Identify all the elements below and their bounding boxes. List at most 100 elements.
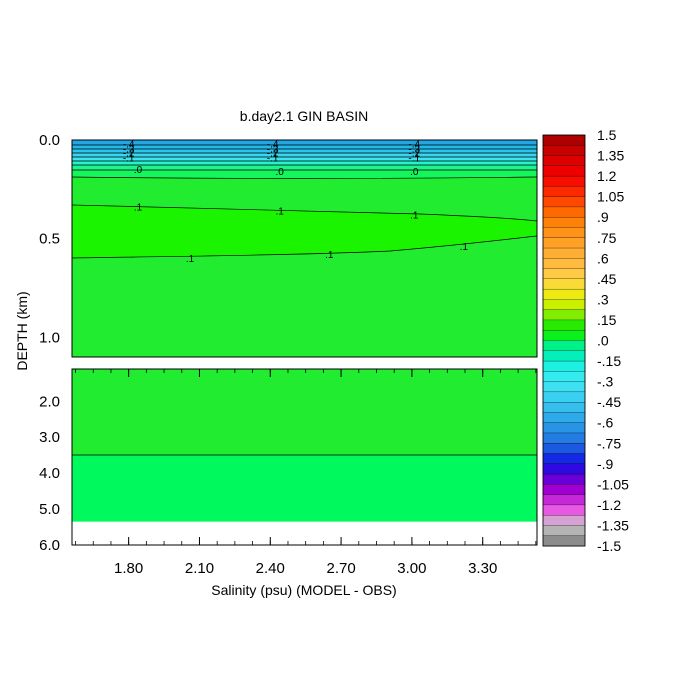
contour-label: .0: [134, 165, 143, 176]
colorbar-label: .15: [597, 312, 617, 328]
band-neg-005: [72, 165, 537, 170]
y-tick-label: 3.0: [39, 429, 60, 446]
contour-label: -.2: [267, 148, 279, 159]
colorbar-bin: [542, 309, 586, 321]
contour-line: [71, 204, 538, 222]
contour-label: .0: [410, 167, 419, 178]
colorbar-bin: [542, 134, 586, 146]
contour-label: -.3: [123, 144, 135, 155]
colorbar-label: .3: [597, 291, 609, 307]
contour-label: -.4: [408, 139, 420, 150]
no-data-region: [72, 521, 537, 545]
contour-label: -.1: [123, 153, 135, 164]
colorbar-bin: [542, 237, 586, 249]
colorbar-bin: [542, 330, 586, 341]
colorbar-label: 1.35: [597, 148, 624, 164]
colorbar-label: .45: [597, 271, 617, 287]
colorbar-bin: [542, 155, 586, 167]
colorbar-label: -.45: [597, 394, 621, 410]
colorbar-frame: [542, 134, 586, 547]
colorbar-bin: [542, 165, 586, 177]
band-neg-025: [72, 149, 537, 153]
y-tick-label: 2.0: [39, 393, 60, 410]
colorbar-label: -.75: [597, 435, 621, 451]
colorbar-bin: [542, 412, 586, 424]
lower-panel: [71, 368, 538, 546]
contour-label: -.3: [408, 144, 420, 155]
band-neg-015: [72, 157, 537, 161]
contour-label: -.2: [123, 148, 135, 159]
contour-label: -.1: [267, 153, 279, 164]
contour-label: -.4: [123, 139, 135, 150]
contour-label: .1: [410, 210, 419, 221]
band-neg-01: [72, 161, 537, 165]
x-tick-label: 2.10: [185, 560, 214, 577]
y-axis: 0.0 0.5 1.0 2.0 3.0 4.0 5.0 6.0: [39, 132, 60, 554]
y-axis-label: DEPTH (km): [14, 291, 30, 370]
colorbar-bin: [542, 186, 586, 198]
colorbar-label: 1.2: [597, 168, 617, 184]
x-axis-label: Salinity (psu) (MODEL - OBS): [211, 582, 396, 598]
colorbar-bin: [542, 515, 586, 526]
band-neg-04: [72, 140, 537, 145]
colorbar-label: -.9: [597, 456, 614, 472]
contour-labels: -.4-.3-.2-.1.0-.4-.3-.2-.1.0-.4-.3-.2-.1…: [123, 139, 469, 264]
band-pos-01: [72, 205, 537, 258]
contour-label: -.3: [267, 144, 279, 155]
colorbar-bin: [542, 422, 586, 434]
colorbar-label: -.6: [597, 415, 614, 431]
colorbar-bin: [542, 484, 586, 496]
lower-panel-field-upper: [72, 369, 537, 455]
colorbar-label: .6: [597, 250, 609, 266]
contour-label: .0: [276, 167, 285, 178]
colorbar-label: -1.05: [597, 476, 629, 492]
colorbar-bin: [542, 473, 586, 485]
colorbar-bin: [542, 525, 586, 537]
colorbar-bin: [542, 535, 586, 547]
colorbar-bin: [542, 175, 586, 187]
x-axis: 1.80 2.10 2.40 2.70 3.00 3.30: [75, 369, 537, 577]
contour-line: [71, 176, 538, 179]
band-neg-02: [72, 153, 537, 157]
colorbar-label: -.3: [597, 374, 614, 390]
contour-label: -.1: [408, 153, 420, 164]
colorbar-bin: [542, 299, 586, 311]
colorbar-label: -.15: [597, 353, 621, 369]
colorbar-bin: [542, 340, 586, 352]
contour-label: .1: [134, 203, 143, 214]
colorbar-label: .9: [597, 209, 609, 225]
contour-label: -.4: [267, 139, 279, 150]
colorbar-bin: [542, 432, 586, 444]
colorbar-label: 1.5: [597, 127, 617, 143]
colorbar-bin: [542, 227, 586, 239]
colorbar-bin: [542, 371, 586, 383]
colorbar-label: .0: [597, 333, 609, 349]
upper-panel: -.4-.3-.2-.1.0-.4-.3-.2-.1.0-.4-.3-.2-.1…: [71, 139, 538, 358]
y-tick-label: 6.0: [39, 537, 60, 554]
lower-panel-field-lower: [72, 455, 537, 523]
colorbar-bin: [542, 196, 586, 208]
colorbar-bin: [542, 247, 586, 259]
x-tick-label: 2.70: [326, 560, 355, 577]
colorbar-bin: [542, 360, 586, 372]
band-zero: [72, 170, 537, 179]
colorbar-bin: [542, 145, 586, 156]
x-tick-label: 3.00: [397, 560, 426, 577]
contour-label: .1: [276, 207, 285, 218]
colorbar-bin: [542, 453, 586, 465]
x-tick-label: 3.30: [468, 560, 497, 577]
y-tick-label: 5.0: [39, 501, 60, 518]
y-tick-label: 0.0: [39, 132, 60, 149]
colorbar: 1.5 1.35 1.2 1.05 .9 .75 .6 .45 .3 .15 .0 -.15 -.3 -.…: [542, 127, 629, 554]
upper-contour-lines: [71, 144, 538, 259]
colorbar-bin: [542, 504, 586, 516]
colorbar-label: -1.35: [597, 517, 629, 533]
y-tick-label: 4.0: [39, 465, 60, 482]
colorbar-bin: [542, 288, 586, 300]
x-tick-label: 2.40: [256, 560, 285, 577]
colorbar-bin: [542, 391, 586, 403]
colorbar-bin: [542, 217, 586, 228]
y-tick-label: 0.5: [39, 231, 60, 248]
colorbar-bin: [542, 463, 586, 475]
